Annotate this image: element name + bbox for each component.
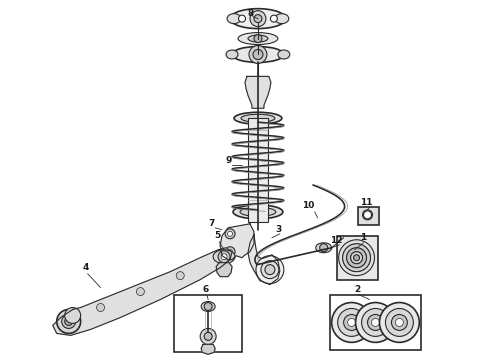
Text: 4: 4 bbox=[83, 263, 89, 272]
Circle shape bbox=[364, 211, 371, 219]
Text: 8: 8 bbox=[248, 9, 254, 18]
Circle shape bbox=[253, 50, 263, 59]
Circle shape bbox=[371, 319, 379, 327]
Text: 6: 6 bbox=[202, 284, 208, 293]
Ellipse shape bbox=[233, 205, 283, 219]
Text: 1: 1 bbox=[360, 233, 366, 242]
Polygon shape bbox=[245, 76, 271, 108]
Circle shape bbox=[392, 315, 407, 330]
Text: 11: 11 bbox=[360, 198, 372, 207]
Circle shape bbox=[221, 254, 227, 260]
Circle shape bbox=[176, 272, 184, 280]
Circle shape bbox=[204, 302, 212, 310]
Circle shape bbox=[379, 302, 419, 342]
Ellipse shape bbox=[241, 114, 275, 122]
Text: 10: 10 bbox=[302, 201, 314, 210]
Circle shape bbox=[65, 307, 81, 323]
Circle shape bbox=[347, 319, 356, 327]
Text: 7: 7 bbox=[208, 219, 215, 228]
Circle shape bbox=[256, 256, 284, 284]
Circle shape bbox=[65, 318, 73, 325]
Circle shape bbox=[395, 319, 403, 327]
Ellipse shape bbox=[316, 243, 332, 253]
Circle shape bbox=[354, 255, 360, 261]
Circle shape bbox=[339, 240, 374, 276]
Circle shape bbox=[136, 288, 145, 296]
Circle shape bbox=[249, 45, 267, 63]
Polygon shape bbox=[53, 248, 232, 336]
Circle shape bbox=[386, 309, 414, 336]
Bar bbox=[248, 118, 268, 222]
Circle shape bbox=[346, 248, 367, 268]
Bar bbox=[337, 236, 378, 280]
Polygon shape bbox=[216, 263, 232, 276]
Ellipse shape bbox=[363, 210, 372, 220]
Circle shape bbox=[225, 229, 235, 239]
Circle shape bbox=[57, 310, 81, 333]
Circle shape bbox=[97, 303, 104, 311]
Circle shape bbox=[343, 244, 370, 272]
Circle shape bbox=[265, 265, 275, 275]
Ellipse shape bbox=[278, 50, 290, 59]
Circle shape bbox=[319, 244, 328, 252]
Circle shape bbox=[239, 15, 245, 22]
Circle shape bbox=[368, 315, 384, 330]
Polygon shape bbox=[248, 235, 280, 285]
Ellipse shape bbox=[238, 32, 278, 45]
Circle shape bbox=[200, 328, 216, 345]
Circle shape bbox=[338, 309, 366, 336]
Ellipse shape bbox=[230, 9, 286, 28]
Circle shape bbox=[227, 231, 233, 236]
Ellipse shape bbox=[213, 250, 235, 264]
Ellipse shape bbox=[227, 14, 241, 24]
Ellipse shape bbox=[232, 46, 284, 62]
Text: 5: 5 bbox=[214, 231, 220, 240]
Ellipse shape bbox=[248, 35, 268, 42]
Circle shape bbox=[343, 244, 370, 272]
Circle shape bbox=[225, 247, 235, 257]
Text: 2: 2 bbox=[355, 284, 361, 293]
Bar bbox=[174, 294, 242, 352]
Text: 12: 12 bbox=[330, 236, 342, 245]
Circle shape bbox=[332, 302, 371, 342]
Circle shape bbox=[343, 315, 360, 330]
Ellipse shape bbox=[226, 50, 238, 59]
Circle shape bbox=[270, 15, 277, 22]
Circle shape bbox=[254, 15, 262, 23]
Circle shape bbox=[261, 261, 279, 279]
Ellipse shape bbox=[275, 14, 289, 24]
Circle shape bbox=[227, 249, 233, 254]
Bar bbox=[358, 207, 379, 225]
Ellipse shape bbox=[201, 302, 215, 311]
Circle shape bbox=[350, 252, 363, 264]
Polygon shape bbox=[220, 224, 254, 260]
Circle shape bbox=[356, 302, 395, 342]
Bar bbox=[330, 294, 421, 350]
Circle shape bbox=[218, 251, 230, 263]
Circle shape bbox=[62, 315, 75, 328]
Circle shape bbox=[254, 35, 262, 42]
Circle shape bbox=[250, 11, 266, 27]
Circle shape bbox=[204, 332, 212, 340]
Text: 3: 3 bbox=[275, 225, 281, 234]
Polygon shape bbox=[201, 345, 215, 354]
Circle shape bbox=[350, 252, 363, 264]
Circle shape bbox=[346, 248, 367, 268]
Ellipse shape bbox=[234, 112, 282, 124]
Ellipse shape bbox=[240, 207, 276, 216]
Circle shape bbox=[362, 309, 390, 336]
Text: 9: 9 bbox=[225, 156, 231, 165]
